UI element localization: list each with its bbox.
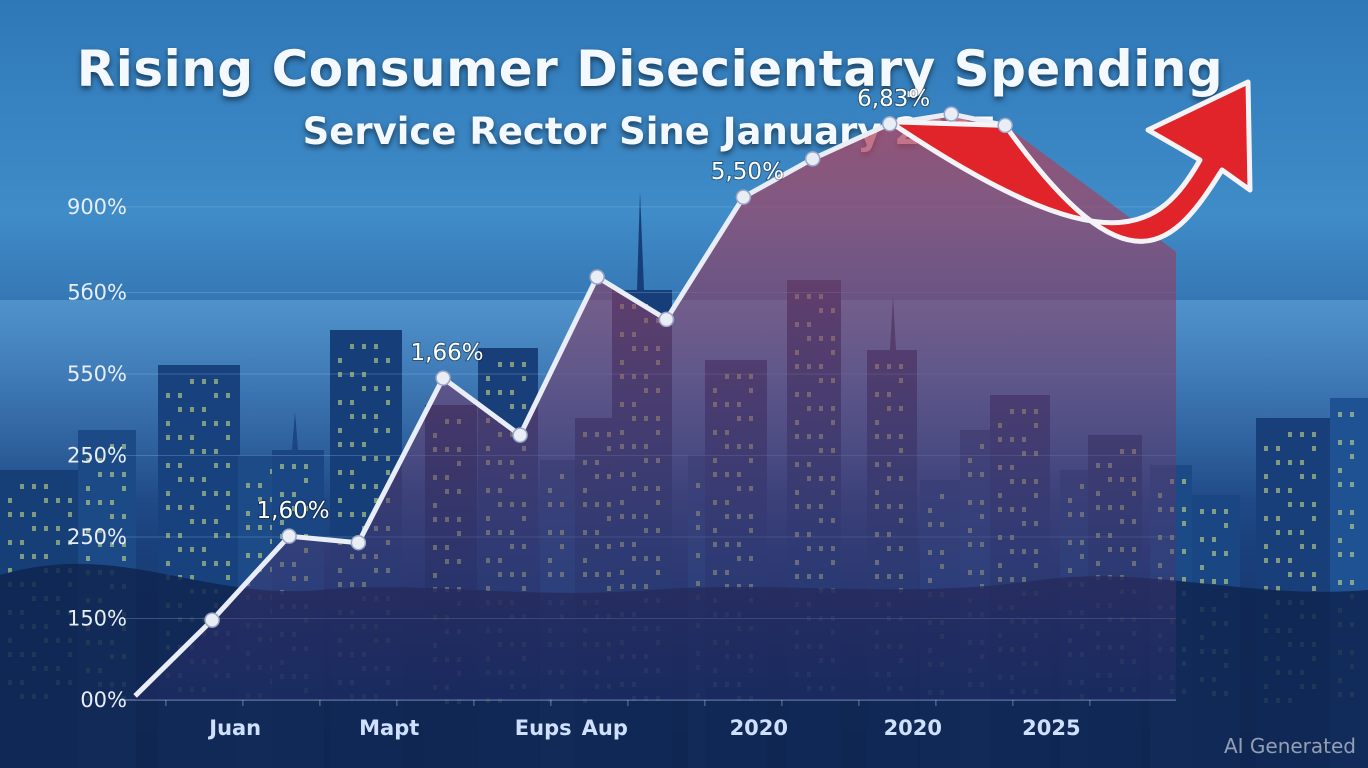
data-point bbox=[435, 370, 451, 386]
area-fill bbox=[135, 114, 1177, 700]
y-tick-label: 150% bbox=[67, 607, 127, 631]
chart-title: Rising Consumer Disecientary Spending bbox=[76, 40, 1224, 98]
data-point bbox=[589, 269, 605, 285]
trend-arrow-shape bbox=[887, 79, 1253, 244]
data-point bbox=[881, 116, 898, 132]
x-tick-label: Juan bbox=[207, 716, 261, 740]
y-tick-label: 900% bbox=[67, 195, 127, 219]
x-tick-label: 2020 bbox=[884, 716, 942, 740]
y-tick-label: 250% bbox=[67, 525, 127, 549]
data-point bbox=[350, 534, 367, 551]
data-label: 5,50% bbox=[711, 159, 784, 185]
trend-arrow bbox=[887, 79, 1253, 244]
x-tick-label: Aup bbox=[582, 716, 628, 740]
data-point bbox=[943, 106, 960, 122]
y-tick-label: 550% bbox=[67, 362, 127, 386]
x-axis: Juan Mapt Eups Aup 2020 2020 2025 bbox=[165, 700, 1091, 740]
data-point bbox=[512, 427, 528, 443]
data-point bbox=[735, 189, 752, 205]
x-tick-label: Eups bbox=[515, 716, 572, 740]
watermark: AI Generated bbox=[1223, 734, 1356, 758]
data-label: 1,66% bbox=[411, 340, 484, 366]
data-labels: 1,60% 1,66% 5,50% 6,83% bbox=[256, 85, 932, 525]
x-tick-label: 2025 bbox=[1022, 716, 1080, 740]
y-axis: 00% 150% 250% 250% 550% 5б0% 900% bbox=[67, 195, 127, 712]
data-points bbox=[204, 106, 1013, 628]
data-point bbox=[204, 612, 220, 628]
series-area bbox=[135, 114, 1177, 700]
y-tick-label: 250% bbox=[67, 444, 127, 468]
x-tick-label: 2020 bbox=[730, 716, 788, 740]
x-tick-label: Mapt bbox=[359, 716, 419, 740]
data-point bbox=[658, 311, 675, 328]
data-label: 1,60% bbox=[257, 498, 330, 524]
y-tick-label: 5б0% bbox=[67, 281, 127, 305]
data-point bbox=[804, 151, 821, 167]
data-point bbox=[997, 117, 1013, 134]
data-label: 6,83% bbox=[857, 86, 930, 112]
y-tick-label: 00% bbox=[80, 688, 127, 712]
data-point bbox=[281, 528, 297, 544]
